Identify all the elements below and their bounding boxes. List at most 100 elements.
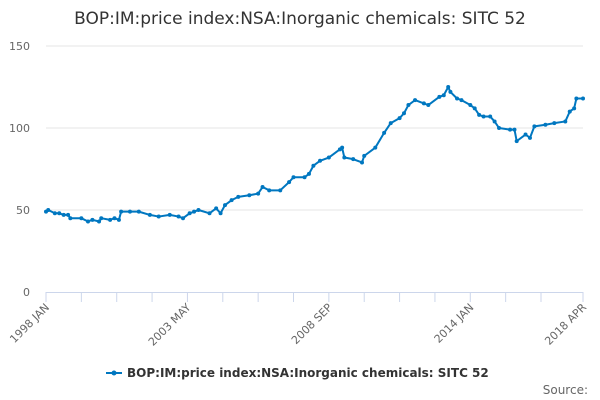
- x-tick-label: 2018 APR: [542, 301, 589, 348]
- data-point: [455, 96, 460, 101]
- data-point: [136, 209, 141, 214]
- chart-title: BOP:IM:price index:NSA:Inorganic chemica…: [74, 9, 526, 29]
- data-point: [181, 216, 186, 221]
- data-point: [223, 203, 227, 208]
- data-point: [413, 98, 418, 103]
- data-point: [247, 193, 252, 198]
- data-point: [229, 198, 234, 203]
- data-point: [567, 109, 572, 114]
- data-point: [362, 153, 367, 158]
- data-point: [156, 214, 161, 219]
- data-point: [388, 121, 393, 126]
- data-point: [532, 124, 537, 129]
- data-point: [492, 119, 497, 124]
- data-point: [446, 85, 451, 89]
- data-point: [236, 194, 241, 199]
- data-point: [97, 219, 102, 224]
- y-tick-label: 0: [23, 286, 30, 299]
- data-point: [46, 208, 51, 212]
- data-point: [61, 212, 66, 217]
- data-point: [147, 212, 152, 217]
- x-tick-label: 2003 MAY: [146, 301, 194, 349]
- data-point: [481, 114, 486, 119]
- data-point: [267, 188, 272, 193]
- x-tick-label: 1998 JAN: [7, 301, 52, 346]
- data-point: [563, 119, 568, 124]
- data-point: [421, 101, 426, 106]
- data-point: [468, 103, 473, 108]
- data-point: [342, 155, 347, 160]
- legend-label: BOP:IM:price index:NSA:Inorganic chemica…: [127, 366, 489, 380]
- data-point: [514, 139, 519, 144]
- data-point: [187, 211, 192, 216]
- data-point: [527, 135, 532, 140]
- data-point: [214, 206, 219, 211]
- data-point: [127, 209, 132, 214]
- x-tick-label: 2008 SEP: [289, 301, 335, 347]
- data-point: [488, 114, 493, 119]
- data-point: [382, 130, 387, 135]
- data-point: [477, 112, 482, 117]
- series-layer: [44, 85, 585, 224]
- series-line: [45, 86, 583, 223]
- data-point: [119, 209, 124, 214]
- data-point: [523, 132, 528, 137]
- data-point: [512, 127, 517, 132]
- data-point: [52, 211, 57, 216]
- data-point: [291, 175, 296, 180]
- data-point: [90, 217, 95, 222]
- x-axis: 1998 JAN 2003 MAY 2008 SEP 2014 JAN 2018 APR: [7, 292, 589, 349]
- data-point: [311, 163, 316, 168]
- data-point: [437, 94, 442, 99]
- data-point: [351, 157, 356, 162]
- data-point: [326, 155, 331, 160]
- data-point: [441, 93, 446, 98]
- data-point: [167, 212, 172, 217]
- data-point: [572, 106, 577, 111]
- data-point: [302, 175, 307, 180]
- data-point: [360, 160, 365, 165]
- data-point: [287, 180, 292, 185]
- y-tick-label: 50: [16, 204, 30, 217]
- data-point: [318, 158, 323, 163]
- data-point: [260, 185, 265, 190]
- data-point: [99, 216, 104, 221]
- data-point: [406, 103, 411, 108]
- data-point: [57, 211, 62, 216]
- y-tick-label: 100: [9, 122, 30, 135]
- data-point: [68, 216, 73, 221]
- data-point: [543, 122, 548, 127]
- y-tick-label: 150: [9, 40, 30, 53]
- data-point: [306, 171, 311, 176]
- data-point: [196, 208, 201, 212]
- data-point: [581, 96, 585, 101]
- data-point: [426, 103, 431, 108]
- data-point: [552, 121, 557, 126]
- data-point: [207, 211, 212, 216]
- data-point: [176, 214, 181, 219]
- data-point: [192, 209, 197, 214]
- data-point: [79, 216, 84, 221]
- source-label[interactable]: Source:: [543, 383, 588, 397]
- data-point: [497, 126, 502, 130]
- data-point: [402, 111, 406, 116]
- data-point: [459, 98, 464, 103]
- data-point: [85, 219, 90, 224]
- gridlines: [46, 45, 583, 211]
- y-axis: 0 50 100 150: [9, 40, 30, 299]
- legend[interactable]: BOP:IM:price index:NSA:Inorganic chemica…: [106, 366, 489, 380]
- data-point: [256, 191, 261, 196]
- data-point: [66, 212, 71, 217]
- legend-point-marker: [111, 370, 117, 376]
- data-point: [472, 106, 477, 111]
- data-point: [116, 217, 121, 222]
- data-point: [508, 127, 513, 132]
- data-point: [278, 188, 283, 193]
- data-point: [340, 145, 345, 150]
- data-point: [448, 89, 453, 94]
- data-point: [574, 96, 579, 101]
- data-point: [397, 116, 402, 121]
- data-point: [108, 217, 113, 222]
- x-tick-label: 2014 JAN: [432, 301, 477, 346]
